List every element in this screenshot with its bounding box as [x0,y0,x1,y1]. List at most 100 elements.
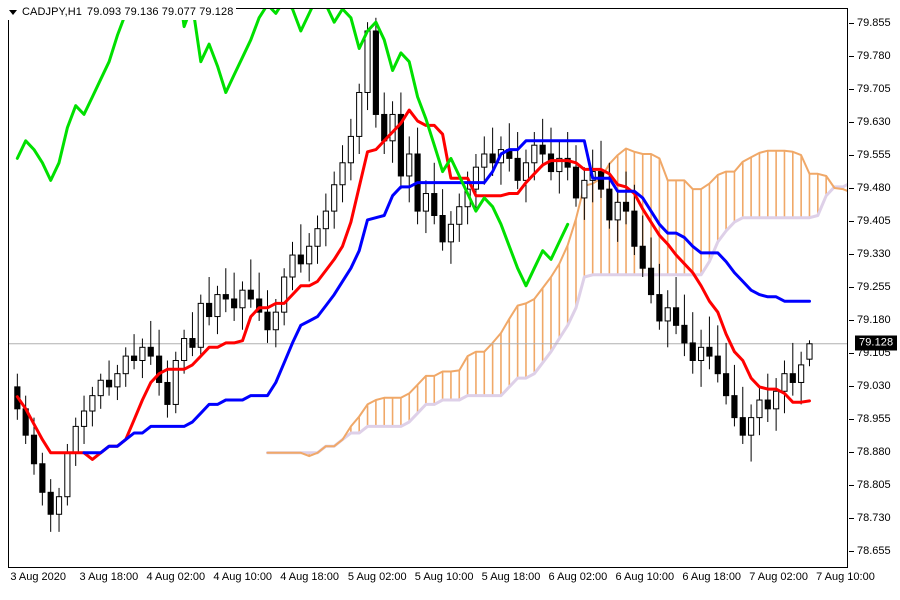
candle-body [714,355,721,375]
candle-body [697,346,705,361]
candle-body [339,162,346,186]
candle-body [806,343,813,360]
candle-body [664,307,671,322]
candle-body [80,410,88,427]
candle-body [89,395,96,412]
price-axis-label: 79.855 [857,17,891,30]
price-tick [849,221,854,223]
price-chart-plot[interactable] [8,8,848,568]
candle-body [64,452,71,498]
candle-body [556,157,563,173]
candle-body [331,184,338,212]
candle-body [156,355,163,383]
price-tick [849,385,854,387]
time-axis-label: 4 Aug 18:00 [280,571,339,583]
candle-body [739,417,746,436]
price-tick [849,319,854,321]
candle-body [281,276,288,313]
senkou-span-b-line [266,183,847,455]
price-axis-label: 79.255 [857,281,891,293]
price-tick [849,418,854,420]
price-tick [849,484,854,486]
candle-body [773,390,780,410]
candle-body [397,113,404,177]
candle-body [689,342,696,361]
price-tick [849,89,854,91]
candle-body [456,206,463,225]
candle-body [189,338,196,348]
time-axis[interactable]: 3 Aug 2020 3 Aug 18:00 4 Aug 02:00 4 Aug 10… [8,569,875,593]
candle-body [489,153,496,164]
candle-body [214,294,221,318]
price-axis-label: 79.405 [857,215,891,228]
candle-body [197,302,204,348]
price-tick [849,188,854,190]
candle-body [539,144,546,155]
ohlc-values: 79.093 79.136 79.077 79.128 [87,6,234,18]
candle-body [531,144,538,164]
tenkan-sen-line [15,108,811,461]
candle-body [181,338,188,361]
candle-body [364,30,371,93]
price-tick [849,23,854,25]
price-tick [849,451,854,453]
candle-body [748,417,755,436]
candle-body [798,364,805,383]
candle-body [72,425,79,454]
candle-body [130,355,138,361]
candle-body [114,373,121,388]
kijun-sen-line [82,139,811,455]
time-axis-label: 6 Aug 02:00 [548,571,608,583]
candle-body [222,294,229,300]
candle-body [572,166,580,199]
candle-body [55,496,63,515]
candle-body [172,359,179,405]
candle-body [514,157,521,181]
candle-body [264,311,271,331]
triangle-down-icon[interactable] [9,10,17,15]
candle-body [406,153,413,177]
candle-body [322,210,329,230]
symbol-bar: CADJPY,H1 79.093 79.136 79.077 79.128 [8,4,237,20]
candle-body [706,346,713,357]
candle-body [764,399,771,410]
candle-body [522,162,530,181]
candle-body [314,228,321,247]
candle-body [631,210,638,247]
candle-body [614,201,621,221]
candle-body [647,267,655,296]
time-axis-label: 6 Aug 18:00 [682,571,742,583]
price-tick [849,254,854,256]
candle-body [247,289,254,300]
time-axis-label: 4 Aug 10:00 [213,571,273,583]
candle-body [481,153,488,168]
price-axis-label: 79.705 [857,83,891,96]
price-axis-label: 78.805 [857,478,891,491]
candle-body [256,298,263,313]
candle-body [139,346,146,361]
chart-canvas [9,9,847,532]
price-axis[interactable]: 79.855 79.780 79.705 79.630 79.555 79.480 79.4… [849,8,900,568]
price-axis-label: 79.480 [857,182,891,195]
price-tick [849,155,854,157]
candle-body [164,381,171,405]
candle-body [105,379,113,388]
candle-body [672,307,680,326]
time-axis-label: 5 Aug 10:00 [414,571,474,583]
price-tick [849,287,854,288]
candle-body [781,373,788,392]
time-axis-label: 7 Aug 02:00 [749,571,808,583]
price-tick [849,56,854,58]
candle-body [30,434,38,465]
candle-body [389,113,396,142]
candle-body [581,179,588,199]
candle-body [272,311,279,331]
price-axis-label: 79.630 [857,116,891,129]
candle-body [289,254,296,278]
candle-body [731,395,738,419]
price-axis-label: 79.555 [857,149,891,162]
candle-body [472,166,480,190]
candle-body [147,346,154,357]
candle-body [47,491,54,515]
